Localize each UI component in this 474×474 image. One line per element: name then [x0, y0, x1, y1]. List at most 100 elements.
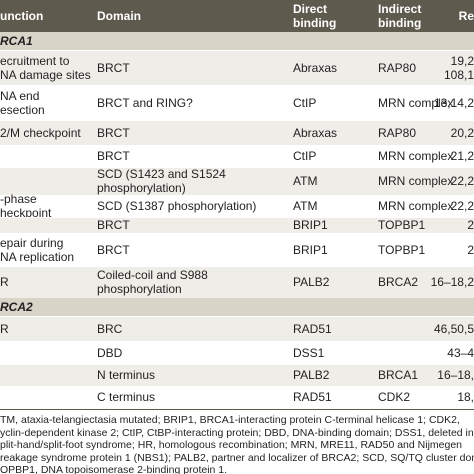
cell-line: 108,1	[443, 67, 474, 82]
cell-line: Direct	[293, 2, 328, 16]
body-row	[0, 120, 474, 146]
cell-line: BRCA1	[378, 368, 419, 382]
cell-line: PALB2	[293, 368, 330, 382]
cell: DBD	[97, 346, 122, 360]
cell: 43–4	[447, 346, 474, 360]
cell: Re	[459, 9, 474, 23]
cell-line: NA replication	[0, 249, 75, 264]
cell: C terminus	[97, 390, 155, 404]
cell-line: 19,2	[450, 53, 474, 68]
cell: BRCT	[97, 126, 130, 140]
header-row	[0, 0, 474, 32]
cell-line: Abraxas	[293, 125, 338, 140]
cell: BRIP1	[293, 218, 328, 232]
cell: Domain	[97, 9, 141, 23]
body-row	[0, 364, 474, 387]
cell-line: MRN complex	[378, 199, 454, 213]
cell: BRCA1	[378, 368, 418, 382]
cell: MRN complex	[378, 149, 453, 163]
cell-line: SCD (S1423 and S1524	[97, 167, 226, 181]
body-row	[0, 50, 474, 86]
cell-line: phosphorylation	[97, 282, 182, 296]
cell: Abraxas	[293, 61, 337, 75]
cell: TOPBP1	[378, 243, 425, 257]
cell: SCD (S1387 phosphorylation)	[97, 199, 256, 213]
cell: 16–18,	[437, 368, 474, 382]
cell-line: CtIP	[293, 95, 317, 110]
cell: R	[0, 322, 9, 336]
footnote-line: plit-hand/split-foot syndrome; HR, homol…	[0, 439, 463, 451]
cell-line: ecruitment to	[0, 53, 70, 68]
cell: 2	[467, 218, 474, 232]
body-row	[0, 341, 474, 365]
cell: 20,2	[451, 126, 474, 140]
cell-line: binding	[378, 16, 422, 30]
cell: RAD51	[293, 322, 332, 336]
cell: Coiled-coil and S988 phosphorylation	[97, 268, 208, 296]
cell: 22,2	[451, 199, 474, 213]
cell-line: 2	[467, 218, 474, 232]
cell: -phase heckpoint	[0, 192, 51, 220]
cell-line: ATM	[293, 199, 318, 213]
cell-line: 20,2	[450, 125, 474, 140]
cell-line: 21,2	[450, 149, 474, 163]
cell-line: 2	[467, 242, 474, 257]
cell-line: TOPBP1	[378, 218, 426, 232]
cell: CDK2	[378, 390, 410, 404]
cell-line: ATM	[293, 174, 318, 188]
cell-line: esection	[0, 102, 45, 117]
cell: CtIP	[293, 149, 316, 163]
section-row	[0, 32, 474, 50]
cell: PALB2	[293, 275, 329, 289]
cell-line: RAD51	[293, 321, 332, 336]
cell-line: 46,50,5	[433, 321, 474, 336]
cell: 19,2 108,1	[444, 54, 474, 82]
cell: 2	[467, 243, 474, 257]
cell: 46,50,5	[434, 322, 474, 336]
cell-line: Domain	[97, 9, 142, 23]
body-row	[0, 217, 474, 234]
cell: MRN complex	[378, 199, 453, 213]
cell-line: 18,	[457, 390, 474, 404]
body-row	[0, 266, 474, 299]
cell-line: DBD	[97, 345, 123, 360]
cell: ecruitment to NA damage sites	[0, 54, 91, 82]
cell-line: binding	[293, 16, 337, 30]
cell-line: RAP80	[378, 60, 417, 75]
cell-line: BRCT	[97, 125, 130, 140]
cell-line: BRCA2	[378, 275, 419, 289]
cell-line: Abraxas	[293, 60, 338, 75]
cell: 16–18,2	[431, 275, 474, 289]
cell-line: 2/M checkpoint	[0, 125, 81, 140]
cell: unction	[0, 9, 43, 23]
cell-line: -phase	[0, 192, 37, 206]
cell: 21,2	[451, 149, 474, 163]
cell-line: MRN complex	[378, 174, 454, 188]
cell-line: 16–18,	[437, 368, 474, 382]
cell-line: epair during	[0, 235, 64, 250]
body-row	[0, 145, 474, 168]
cell-line: Coiled-coil and S988	[97, 268, 208, 282]
cell-line: BRIP1	[293, 242, 328, 257]
cell-line: 16–18,2	[430, 275, 474, 289]
footnote-line: yclin-dependent kinase 2; CtIP, CtBP-int…	[0, 426, 474, 439]
cell: 18,	[457, 390, 474, 404]
cell: BRCT	[97, 243, 130, 257]
cell: BRCT and RING?	[97, 96, 193, 110]
cell: epair during NA replication	[0, 236, 74, 264]
cell: R	[0, 275, 9, 289]
cell-line: N terminus	[97, 368, 156, 382]
cell: Indirect binding	[378, 2, 421, 30]
cell: 2/M checkpoint	[0, 126, 81, 140]
cell: 22,2	[451, 174, 474, 188]
cell: SCD (S1423 and S1524 phosphorylation)	[97, 167, 226, 195]
footnote-line: reakage syndrome protein 1 (NBS1); PALB2…	[0, 451, 474, 464]
cell: RAP80	[378, 61, 416, 75]
cell-line: PALB2	[293, 275, 330, 289]
section-title: RCA1	[0, 34, 33, 48]
cell: BRCA2	[378, 275, 418, 289]
section-row	[0, 298, 474, 316]
cell-line: phosphorylation)	[97, 181, 186, 195]
cell-line: RAD51	[293, 390, 332, 404]
